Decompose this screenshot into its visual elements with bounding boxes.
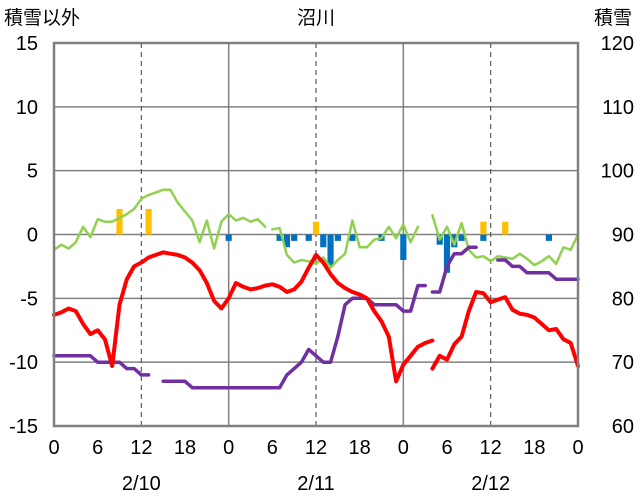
x-tick-label: 6 (441, 437, 452, 459)
snow-change-bar (291, 234, 298, 241)
x-tick-label: 0 (223, 437, 234, 459)
snow-change-bar (283, 234, 290, 248)
snowfall-bar (145, 208, 152, 235)
x-tick-label: 0 (572, 437, 583, 459)
x-tick-label: 12 (305, 437, 327, 459)
x-tick-label: 0 (48, 437, 59, 459)
x-tick-label: 6 (92, 437, 103, 459)
x-tick-label: 0 (398, 437, 409, 459)
x-tick-label: 18 (174, 437, 196, 459)
x-tick-label: 18 (349, 437, 371, 459)
x-tick-label: 18 (523, 437, 545, 459)
snowfall-bar (480, 221, 487, 235)
snow-depth-line (161, 283, 427, 390)
snow-change-bar (327, 234, 334, 267)
snow-change-bar (545, 234, 552, 241)
date-label: 2/11 (297, 473, 334, 495)
snow-depth-line (496, 258, 580, 281)
snowfall-bar (116, 208, 123, 235)
wind-line (271, 219, 420, 269)
right-y-tick-label: 100 (601, 161, 634, 183)
left-y-tick-label: 5 (27, 161, 38, 183)
bars (116, 208, 552, 273)
date-label: 2/12 (471, 473, 510, 495)
snow-change-bar (400, 234, 407, 261)
temperature-line (52, 250, 435, 384)
snow-change-bar (480, 234, 487, 241)
right-axis-label: 積雪 (594, 7, 632, 29)
snow-change-bar (349, 234, 356, 241)
snow-change-bar (320, 234, 327, 248)
wind-line (52, 188, 267, 252)
wind-line (431, 214, 580, 267)
snow-change-bar (443, 234, 451, 273)
snow-change-bar (225, 234, 232, 241)
right-y-tick-label: 70 (612, 352, 634, 374)
chart-title: 沼川 (297, 7, 335, 29)
date-label: 2/10 (122, 473, 161, 495)
snow-depth-line (430, 245, 478, 294)
snow-change-bar (305, 234, 312, 241)
right-y-tick-label: 120 (601, 33, 634, 55)
snowfall-bar (502, 221, 509, 235)
plot-frame (52, 41, 580, 428)
right-y-tick-label: 90 (612, 225, 634, 247)
left-y-tick-label: -5 (20, 288, 38, 310)
temperature-line (430, 290, 580, 371)
x-tick-label: 6 (267, 437, 278, 459)
left-y-tick-label: 10 (16, 97, 38, 119)
right-y-tick-label: 60 (612, 416, 634, 438)
x-tick-label: 12 (130, 437, 152, 459)
snow-change-bar (334, 234, 341, 241)
left-y-tick-label: 0 (27, 225, 38, 247)
snow-change-bar (458, 234, 465, 241)
left-y-tick-label: 15 (16, 33, 38, 55)
snowfall-bar (312, 221, 320, 235)
snow-depth-line (52, 354, 151, 377)
left-y-tick-label: -10 (9, 352, 38, 374)
left-axis-label: 積雪以外 (4, 7, 80, 29)
series-lines (52, 188, 580, 390)
x-tick-label: 12 (480, 437, 502, 459)
left-y-tick-label: -15 (9, 416, 38, 438)
right-y-tick-label: 110 (602, 97, 634, 119)
right-y-tick-label: 80 (612, 288, 634, 310)
snow-change-bar (276, 234, 283, 241)
